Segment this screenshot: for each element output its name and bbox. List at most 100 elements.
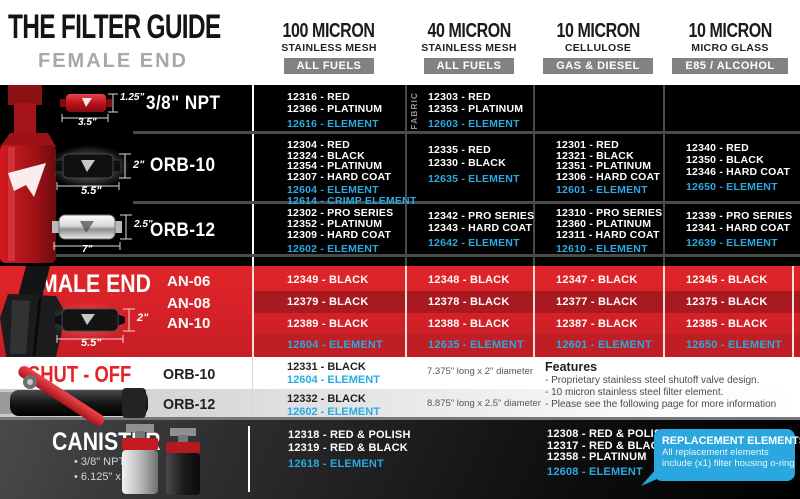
- table-cell: 12335 - RED 12330 - BLACK 12635 - ELEMEN…: [428, 134, 520, 186]
- section-divider: [0, 417, 800, 420]
- row-label-an08: AN-08: [167, 295, 211, 312]
- element-part-number: 12650 - ELEMENT: [686, 181, 778, 193]
- fuel-badge: ALL FUELS: [283, 58, 375, 74]
- table-cell: 12318 - RED & POLISH 12319 - RED & BLACK…: [288, 429, 411, 471]
- fuel-badge: GAS & DIESEL: [543, 58, 653, 74]
- part-number: 12379 - BLACK: [287, 296, 369, 308]
- part-number: 12319 - RED & BLACK: [288, 441, 408, 454]
- element-part-number: 12601 - ELEMENT: [556, 184, 648, 197]
- shutoff-valve-image: [0, 365, 148, 426]
- part-number: 12332 - BLACK: [287, 393, 366, 405]
- dimension-label: 2": [137, 312, 149, 324]
- part-number: 12317 - RED & BLACK: [547, 439, 667, 452]
- table-cell: 12304 - RED 12324 - BLACK 12354 - PLATIN…: [287, 134, 416, 207]
- element-part-number: 12604 - ELEMENT: [287, 184, 379, 197]
- table-divider: [248, 426, 250, 492]
- filter-thumbnail-npt: 1.25" 3.5": [58, 86, 168, 130]
- female-end-heading: FEMALE END: [38, 50, 188, 72]
- dimension-label: 7": [82, 244, 93, 255]
- dimension-note: 7.375" long x 2" diameter: [427, 366, 534, 377]
- part-number: 12351 - PLATINUM: [556, 160, 652, 173]
- fuel-badge: ALL FUELS: [423, 58, 515, 74]
- row-label-npt: 3/8" NPT: [146, 93, 221, 114]
- part-number: 12387 - BLACK: [556, 318, 638, 330]
- table-divider: [792, 266, 794, 357]
- element-part-number: 12603 - ELEMENT: [428, 118, 520, 130]
- part-number: 12358 - PLATINUM: [547, 451, 647, 463]
- table-divider: [405, 85, 407, 266]
- part-number: 12342 - PRO SERIES: [428, 210, 535, 222]
- part-number: 12375 - BLACK: [686, 296, 768, 308]
- table-divider: [663, 85, 665, 266]
- part-number: 12316 - RED: [287, 91, 350, 103]
- column-header-10-micron-cellulose: 10 MICRON CELLULOSE GAS & DIESEL: [533, 20, 663, 74]
- filter-thumbnail-orb12: 2.5" 7": [52, 208, 170, 255]
- row-label-orb12: ORB-12: [150, 220, 216, 241]
- filter-thumbnail-male: 2" 5.5": [47, 298, 167, 350]
- dimension-note: 8.875" long x 2.5" diameter: [427, 398, 541, 409]
- element-part-number: 12614 - CRIMP ELEMENT: [287, 194, 417, 207]
- table-divider: [663, 266, 665, 357]
- table-row: 12604 - ELEMENT 12635 - ELEMENT 12601 - …: [0, 334, 800, 357]
- table-divider: [405, 266, 407, 357]
- row-divider: [133, 201, 800, 204]
- column-header-100-micron: 100 MICRON STAINLESS MESH ALL FUELS: [253, 20, 405, 74]
- table-cell: 12340 - RED 12350 - BLACK 12346 - HARD C…: [686, 134, 790, 193]
- column-media-label: MICRO GLASS: [691, 42, 769, 54]
- part-number: 12353 - PLATINUM: [428, 102, 524, 115]
- element-part-number: 12601 - ELEMENT: [556, 339, 652, 351]
- table-divider: [252, 357, 253, 417]
- filter-thumbnail-orb10: 2" 5.5": [47, 142, 170, 198]
- features-heading: Features: [545, 360, 598, 374]
- column-micron-label: 40 MICRON: [427, 20, 511, 42]
- table-divider: [533, 266, 535, 357]
- part-number: 12321 - BLACK: [556, 149, 634, 162]
- filter-illustration: [60, 93, 118, 122]
- row-divider: [0, 254, 800, 257]
- part-number: 12347 - BLACK: [556, 274, 638, 286]
- part-number: 12304 - RED: [287, 139, 350, 151]
- table-divider: [533, 85, 535, 266]
- element-part-number: 12616 - ELEMENT: [287, 118, 379, 130]
- part-number: 12341 - HARD COAT: [686, 222, 791, 234]
- part-number: 12389 - BLACK: [287, 318, 369, 330]
- part-number: 12340 - RED: [686, 142, 749, 154]
- part-number: 12350 - BLACK: [686, 154, 764, 166]
- dimension-label: 5.5": [81, 185, 102, 197]
- black-an-fitting-image: [0, 266, 66, 357]
- column-micron-label: 10 MICRON: [556, 20, 640, 42]
- callout-text: All replacement elements: [662, 447, 769, 458]
- part-number: 12303 - RED: [428, 91, 491, 103]
- canister-product-image: [122, 424, 200, 495]
- part-number: 12330 - BLACK: [428, 157, 506, 169]
- part-number: 12343 - HARD COAT: [428, 222, 533, 234]
- part-number: 12324 - BLACK: [287, 149, 365, 162]
- table-cell: 12339 - PRO SERIES 12341 - HARD COAT 126…: [686, 204, 792, 249]
- element-part-number: 12602 - ELEMENT: [287, 406, 380, 418]
- dimension-label: 1.25": [120, 92, 145, 103]
- part-number: 12346 - HARD COAT: [686, 166, 791, 178]
- row-label-orb12: ORB-12: [163, 396, 216, 413]
- red-filter-product-image: [0, 85, 56, 263]
- part-number: 12308 - RED & POLISH: [547, 428, 670, 440]
- element-part-number: 12604 - ELEMENT: [287, 374, 380, 386]
- part-number: 12302 - PRO SERIES: [287, 207, 394, 219]
- column-media-label: STAINLESS MESH: [281, 42, 377, 54]
- table-row: 12349 - BLACK 12348 - BLACK 12347 - BLAC…: [0, 269, 800, 291]
- table-cell: 12303 - RED 12353 - PLATINUM 12603 - ELE…: [428, 85, 523, 131]
- table-row: 12389 - BLACK 12388 - BLACK 12387 - BLAC…: [0, 313, 800, 335]
- part-number: 12311 - HARD COAT: [556, 229, 660, 241]
- replacement-elements-callout: REPLACEMENT ELEMENTS All replacement ele…: [654, 429, 800, 481]
- dimension-label: 5.5": [81, 337, 102, 349]
- part-number: 12318 - RED & POLISH: [288, 429, 411, 441]
- male-end-heading: MALE END: [40, 270, 151, 298]
- column-media-label: CELLULOSE: [564, 42, 632, 54]
- part-number: 12366 - PLATINUM: [287, 102, 383, 115]
- feature-item: - 10 micron stainless steel filter eleme…: [545, 387, 724, 398]
- part-number: 12301 - RED: [556, 139, 619, 151]
- row-label-an06: AN-06: [167, 273, 211, 290]
- column-micron-label: 100 MICRON: [282, 20, 376, 42]
- part-number: 12309 - HARD COAT: [287, 229, 392, 241]
- element-part-number: 12635 - ELEMENT: [428, 173, 520, 185]
